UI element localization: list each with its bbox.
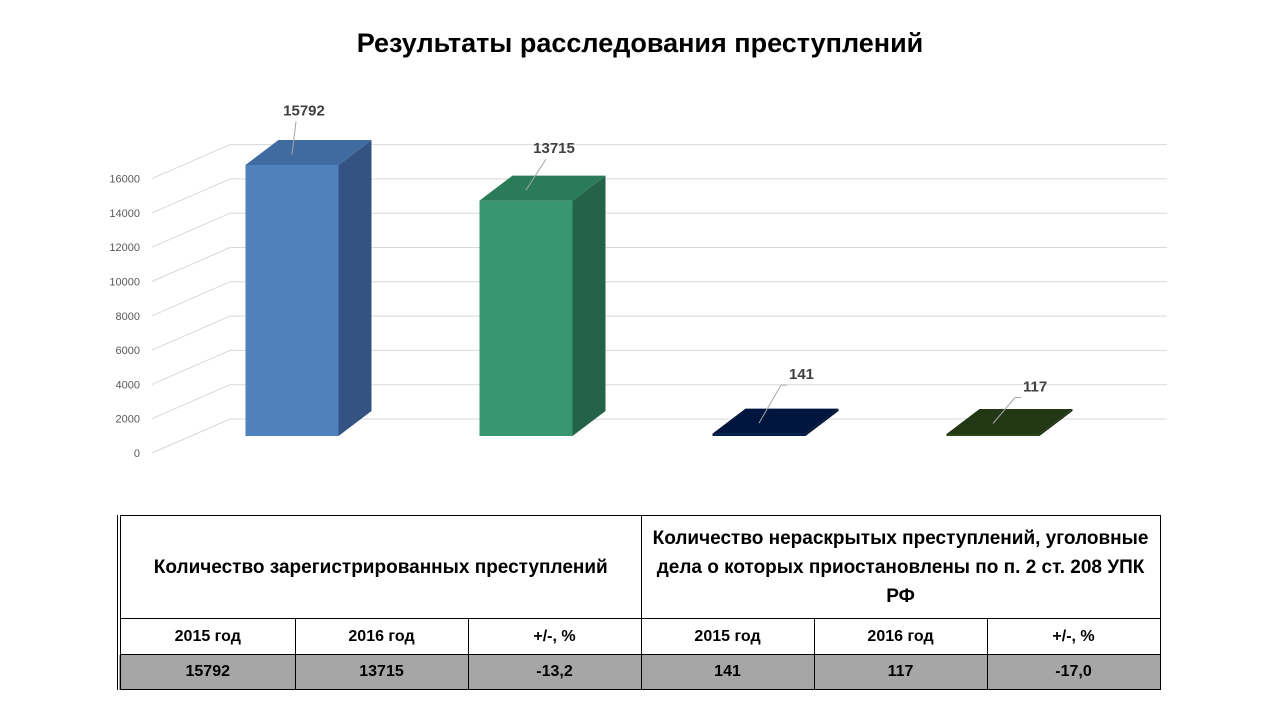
bar — [712, 408, 839, 436]
value-2015-registered: 15792 — [117, 654, 296, 690]
y-tick-label: 6000 — [116, 345, 140, 357]
bar-front — [712, 433, 806, 436]
value-2015-unsolved: 141 — [640, 654, 815, 690]
col-header-change-registered: +/-, % — [467, 618, 642, 655]
gridline-side — [151, 384, 231, 420]
data-labels: 15792 13715 141 117 — [283, 103, 1047, 424]
gridline-side — [151, 418, 231, 454]
bar-front — [946, 433, 1040, 436]
label-leader — [758, 384, 782, 424]
y-axis-ticks: 0 2000 4000 6000 8000 10000 12000 14000 16000 — [109, 174, 140, 460]
bar-side — [338, 140, 372, 436]
gridline-side — [151, 315, 231, 351]
y-tick-label: 14000 — [109, 208, 140, 220]
gridline-side — [151, 349, 231, 385]
data-label: 141 — [789, 366, 814, 383]
y-tick-label: 4000 — [116, 379, 140, 391]
bar-front — [245, 165, 339, 436]
gridline-side — [151, 281, 231, 317]
value-change-unsolved: -17,0 — [986, 654, 1161, 690]
bar-top — [245, 140, 372, 165]
value-change-registered: -13,2 — [467, 654, 642, 690]
col-header-change-unsolved: +/-, % — [986, 618, 1161, 655]
bar-top — [946, 408, 1073, 434]
chart-bars — [245, 140, 1073, 436]
gridline-side — [151, 212, 231, 248]
gridline-side — [151, 144, 231, 180]
y-tick-label: 16000 — [109, 174, 140, 186]
y-tick-label: 12000 — [109, 242, 140, 254]
bar-top — [479, 175, 606, 201]
label-leader — [525, 158, 547, 191]
registered-crimes-header: Количество зарегистрированных преступлен… — [116, 515, 642, 619]
bar-front — [479, 200, 573, 436]
bar — [946, 408, 1073, 436]
bar — [245, 140, 372, 436]
chart-title: Результаты расследования преступлений — [356, 28, 924, 58]
col-header-2015-unsolved: 2015 год — [640, 618, 815, 655]
bar-side — [572, 175, 606, 436]
gridline-side — [151, 178, 231, 214]
results-table: Количество зарегистрированных преступлен… — [116, 515, 1161, 690]
bar-top — [712, 408, 839, 434]
bar — [479, 175, 606, 436]
value-2016-unsolved: 117 — [813, 654, 988, 690]
bar-chart: 0 2000 4000 6000 8000 10000 12000 14000 16000 15… — [109, 103, 1167, 460]
y-tick-label: 2000 — [116, 414, 140, 426]
unsolved-crimes-header: Количество нераскрытых преступлений, уго… — [640, 515, 1161, 619]
y-tick-label: 8000 — [116, 311, 140, 323]
chart-gridlines — [151, 144, 1167, 454]
data-label: 13715 — [533, 140, 575, 157]
bar-side — [1039, 408, 1073, 436]
label-leader — [992, 397, 1016, 424]
y-tick-label: 0 — [134, 448, 140, 460]
value-2016-registered: 13715 — [294, 654, 469, 690]
col-header-2015-registered: 2015 год — [117, 618, 296, 655]
label-leader — [291, 121, 297, 155]
data-label: 117 — [1023, 378, 1047, 395]
bar-side — [805, 408, 839, 436]
col-header-2016-unsolved: 2016 год — [813, 618, 988, 655]
y-tick-label: 10000 — [109, 277, 140, 289]
gridline-side — [151, 247, 231, 282]
data-label: 15792 — [283, 103, 325, 120]
col-header-2016-registered: 2016 год — [294, 618, 469, 655]
